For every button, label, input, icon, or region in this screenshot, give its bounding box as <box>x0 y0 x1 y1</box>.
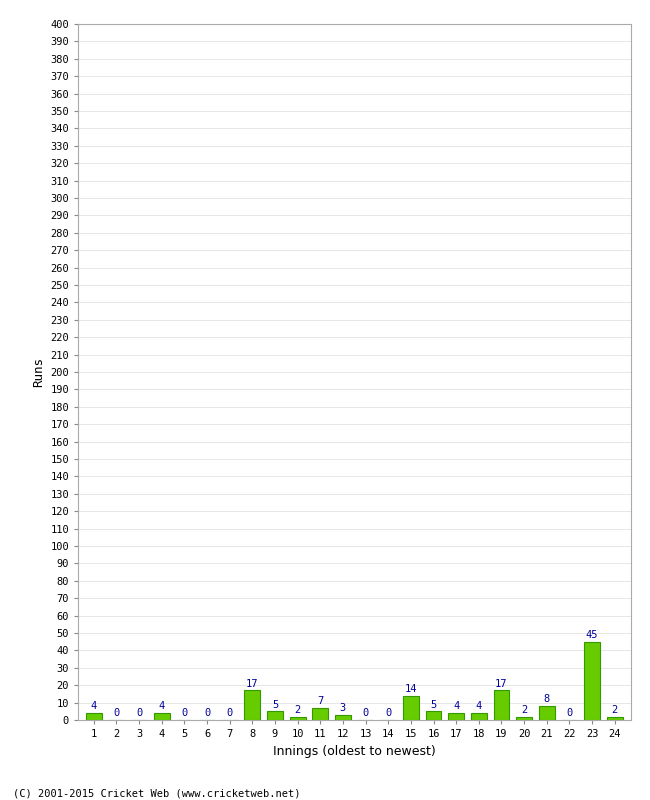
Text: 4: 4 <box>453 702 460 711</box>
Bar <box>516 717 532 720</box>
Bar <box>290 717 305 720</box>
Text: 14: 14 <box>404 684 417 694</box>
Text: 2: 2 <box>521 705 527 714</box>
Bar <box>426 711 441 720</box>
Text: 5: 5 <box>272 699 278 710</box>
Text: 2: 2 <box>612 705 618 714</box>
Text: 5: 5 <box>430 699 437 710</box>
Text: 0: 0 <box>227 708 233 718</box>
Text: 7: 7 <box>317 696 324 706</box>
Text: 17: 17 <box>495 678 508 689</box>
Text: 0: 0 <box>566 708 573 718</box>
Bar <box>154 713 170 720</box>
Bar <box>606 717 623 720</box>
Bar <box>471 713 487 720</box>
Bar <box>86 713 102 720</box>
Text: (C) 2001-2015 Cricket Web (www.cricketweb.net): (C) 2001-2015 Cricket Web (www.cricketwe… <box>13 788 300 798</box>
Text: 4: 4 <box>476 702 482 711</box>
Text: 4: 4 <box>91 702 97 711</box>
Text: 8: 8 <box>543 694 550 704</box>
Text: 0: 0 <box>385 708 391 718</box>
Bar <box>584 642 600 720</box>
Text: 4: 4 <box>159 702 165 711</box>
Bar <box>335 714 351 720</box>
Bar <box>313 708 328 720</box>
Bar <box>267 711 283 720</box>
Text: 0: 0 <box>363 708 369 718</box>
Text: 0: 0 <box>181 708 188 718</box>
Bar <box>244 690 260 720</box>
Y-axis label: Runs: Runs <box>32 357 45 387</box>
Text: 0: 0 <box>136 708 142 718</box>
Text: 2: 2 <box>294 705 301 714</box>
Bar <box>448 713 464 720</box>
X-axis label: Innings (oldest to newest): Innings (oldest to newest) <box>273 745 436 758</box>
Text: 0: 0 <box>204 708 210 718</box>
Text: 0: 0 <box>113 708 120 718</box>
Bar <box>493 690 510 720</box>
Text: 17: 17 <box>246 678 259 689</box>
Bar <box>403 696 419 720</box>
Text: 3: 3 <box>340 703 346 713</box>
Text: 45: 45 <box>586 630 598 640</box>
Bar <box>539 706 554 720</box>
